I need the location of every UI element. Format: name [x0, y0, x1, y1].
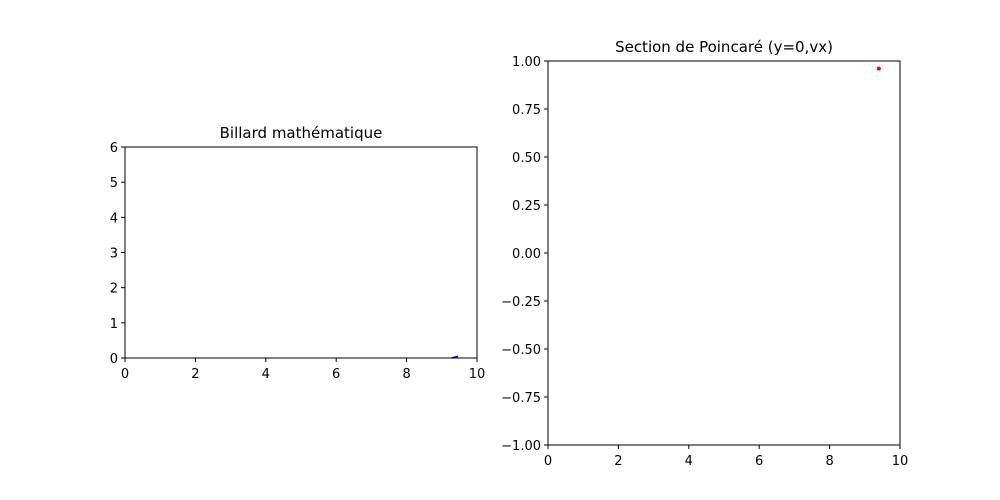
poincare-x-tick-label: 2 — [614, 454, 622, 469]
poincare-x-tick-label: 8 — [825, 454, 833, 469]
billiard-title: Billard mathématique — [220, 124, 383, 142]
poincare-axes: Section de Poincaré (y=0,vx) 0 2 4 6 8 10 −1.… — [501, 38, 908, 469]
billiard-y-tick-label: 0 — [110, 352, 118, 367]
billiard-y-tick-label: 3 — [110, 247, 118, 262]
billiard-y-tick-label: 1 — [110, 317, 118, 332]
poincare-points — [876, 66, 881, 71]
billiard-y-ticks: 0 1 2 3 4 5 6 — [110, 141, 125, 367]
billiard-y-tick-label: 5 — [110, 176, 118, 191]
poincare-y-tick-label: 0.75 — [512, 103, 541, 118]
poincare-x-tick-label: 4 — [685, 454, 693, 469]
poincare-y-tick-label: 0.00 — [512, 247, 541, 262]
poincare-y-tick-label: 1.00 — [512, 55, 541, 70]
poincare-y-tick-label: −0.50 — [501, 343, 541, 358]
billiard-y-tick-label: 2 — [110, 282, 118, 297]
billiard-x-tick-label: 4 — [262, 367, 270, 382]
billiard-x-ticks: 0 2 4 6 8 10 — [121, 358, 485, 382]
billiard-y-tick-label: 6 — [110, 141, 118, 156]
billiard-x-tick-label: 8 — [402, 367, 410, 382]
poincare-y-tick-label: −0.75 — [501, 391, 541, 406]
poincare-y-tick-label: −1.00 — [501, 439, 541, 454]
poincare-y-tick-label: 0.25 — [512, 199, 541, 214]
poincare-title: Section de Poincaré (y=0,vx) — [615, 38, 833, 56]
billiard-x-tick-label: 2 — [191, 367, 199, 382]
billiard-y-tick-label: 4 — [110, 211, 118, 226]
poincare-data-point — [876, 66, 881, 71]
poincare-y-tick-label: −0.25 — [501, 295, 541, 310]
poincare-x-tick-label: 0 — [544, 454, 552, 469]
poincare-y-tick-label: 0.50 — [512, 151, 541, 166]
poincare-x-tick-label: 10 — [892, 454, 909, 469]
billiard-axes: Billard mathématique 0 2 4 6 8 10 0 1 2 3 4 5 6 — [110, 124, 486, 382]
poincare-y-ticks: −1.00 −0.75 −0.50 −0.25 0.00 0.25 0.50 0.75 1.00 — [501, 55, 548, 454]
billiard-x-tick-label: 0 — [121, 367, 129, 382]
billiard-x-tick-label: 6 — [332, 367, 340, 382]
billiard-x-tick-label: 10 — [469, 367, 486, 382]
poincare-x-ticks: 0 2 4 6 8 10 — [544, 445, 908, 469]
billiard-axes-frame — [124, 146, 478, 359]
poincare-axes-frame — [547, 60, 901, 446]
poincare-x-tick-label: 6 — [755, 454, 763, 469]
